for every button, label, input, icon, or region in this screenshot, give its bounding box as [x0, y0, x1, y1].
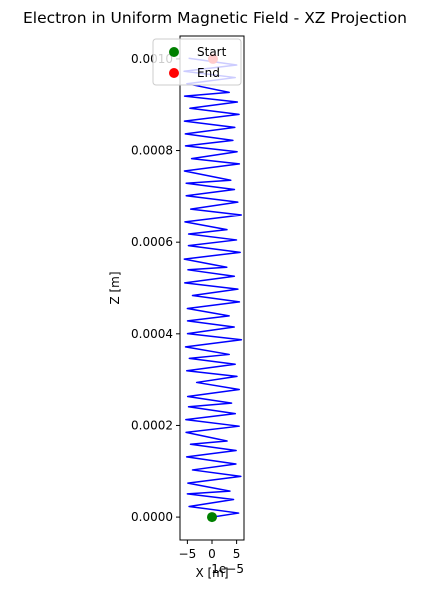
x-tick-label: 0 [208, 547, 216, 561]
x-tick-label: 5 [233, 547, 241, 561]
plot-area [179, 35, 245, 541]
x-axis-label: X [m] [195, 566, 228, 580]
y-tick-label: 0.0004 [131, 327, 173, 341]
legend-end-label: End [197, 66, 220, 80]
x-tick-label: −5 [179, 547, 197, 561]
chart-title: Electron in Uniform Magnetic Field - XZ … [23, 9, 407, 27]
x-axis-offset-label: 1e−5 [211, 562, 244, 576]
y-tick-label: 0.0008 [131, 144, 173, 158]
legend-start-label: Start [197, 45, 227, 59]
start-marker [207, 512, 217, 523]
y-axis-label: Z [m] [108, 271, 122, 304]
legend-end-marker [169, 68, 179, 78]
series-line-0 [183, 57, 243, 518]
legend-start-marker [169, 47, 179, 57]
y-tick-label: 0.0002 [131, 418, 173, 432]
y-tick-label: 0.0006 [131, 235, 173, 249]
legend: Start End [152, 38, 242, 86]
x-axis: −5 0 5 [179, 540, 241, 561]
y-tick-label: 0.0000 [131, 510, 173, 524]
series-layer [183, 57, 243, 518]
